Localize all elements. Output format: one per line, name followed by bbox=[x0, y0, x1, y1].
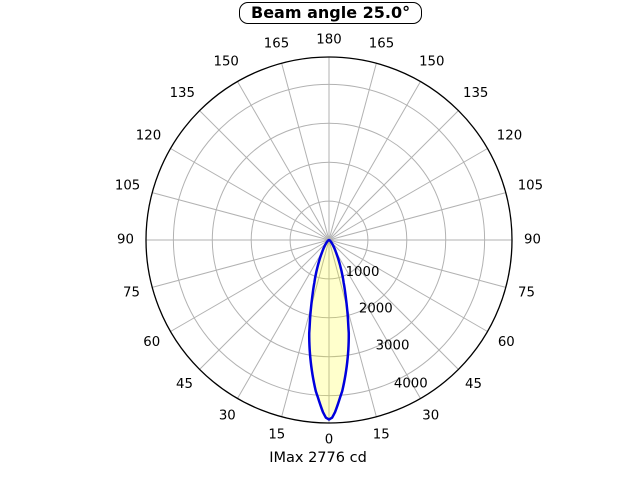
angle-tick-label: 15 bbox=[373, 428, 390, 443]
angle-tick-label: 60 bbox=[143, 335, 160, 350]
angle-tick-label: 45 bbox=[465, 377, 482, 392]
radial-tick-label: 1000 bbox=[346, 265, 380, 280]
angle-tick-label: 165 bbox=[264, 36, 289, 51]
polar-grid-spoke bbox=[328, 110, 459, 241]
angle-tick-label: 120 bbox=[136, 128, 161, 143]
radial-tick-label: 3000 bbox=[376, 338, 410, 353]
polar-grid-spoke bbox=[328, 81, 421, 241]
polar-grid-spoke bbox=[328, 239, 506, 288]
polar-grid-spoke bbox=[170, 148, 330, 241]
angle-tick-label: 0 bbox=[325, 432, 333, 447]
angle-tick-label: 105 bbox=[518, 179, 543, 194]
angle-tick-label: 75 bbox=[123, 285, 140, 300]
polar-grid-spoke bbox=[328, 148, 488, 241]
radial-tick-label: 4000 bbox=[394, 377, 428, 392]
polar-grid-spoke bbox=[199, 239, 330, 370]
angle-tick-label: 90 bbox=[117, 233, 134, 248]
angle-tick-label: 45 bbox=[176, 377, 193, 392]
chart-title: Beam angle 25.0° bbox=[239, 2, 423, 24]
polar-grid-spoke bbox=[281, 239, 330, 417]
polar-outline-circle bbox=[145, 56, 513, 424]
beam-lobe bbox=[307, 238, 351, 421]
polar-grid-spoke bbox=[328, 239, 377, 417]
polar-grid-spoke bbox=[328, 239, 459, 370]
polar-grid-spoke bbox=[170, 239, 330, 332]
imax-footer-label: IMax 2776 cd bbox=[269, 450, 367, 466]
polar-grid-spoke bbox=[152, 192, 330, 241]
angle-tick-label: 30 bbox=[422, 409, 439, 424]
polar-grid-spoke bbox=[281, 63, 330, 241]
angle-tick-label: 120 bbox=[497, 128, 522, 143]
polar-grid-ring bbox=[289, 200, 369, 280]
polar-grid bbox=[145, 56, 513, 424]
polar-grid-ring bbox=[250, 161, 408, 319]
polar-grid-spoke bbox=[152, 239, 330, 288]
angle-tick-label: 150 bbox=[419, 55, 444, 70]
angle-tick-label: 150 bbox=[214, 55, 239, 70]
angle-tick-label: 30 bbox=[219, 409, 236, 424]
axis-label-layer: 0 15 15 30 30 45 45 60 60 75 75 90 90 105 105 120 120 135… bbox=[115, 33, 543, 448]
angle-tick-label: 105 bbox=[115, 179, 140, 194]
angle-tick-label: 15 bbox=[268, 428, 285, 443]
polar-grid-spoke bbox=[237, 81, 330, 241]
polar-grid-spoke bbox=[328, 239, 421, 399]
angle-tick-label: 60 bbox=[498, 335, 515, 350]
polar-grid-spoke bbox=[328, 63, 377, 241]
polar-grid-ring bbox=[172, 83, 486, 397]
polar-grid-ring bbox=[211, 122, 447, 358]
radial-tick-label: 2000 bbox=[359, 302, 393, 317]
polar-grid-spoke bbox=[199, 110, 330, 241]
polar-grid-spoke bbox=[328, 239, 488, 332]
beam-lobe-layer bbox=[307, 238, 351, 421]
angle-tick-label: 90 bbox=[524, 233, 541, 248]
polar-grid-spoke bbox=[237, 239, 330, 399]
angle-tick-label: 135 bbox=[170, 86, 195, 101]
angle-tick-label: 75 bbox=[518, 285, 535, 300]
angle-tick-label: 180 bbox=[316, 33, 341, 48]
polar-grid-spoke bbox=[328, 192, 506, 241]
angle-tick-label: 135 bbox=[463, 86, 488, 101]
angle-tick-label: 165 bbox=[369, 36, 394, 51]
